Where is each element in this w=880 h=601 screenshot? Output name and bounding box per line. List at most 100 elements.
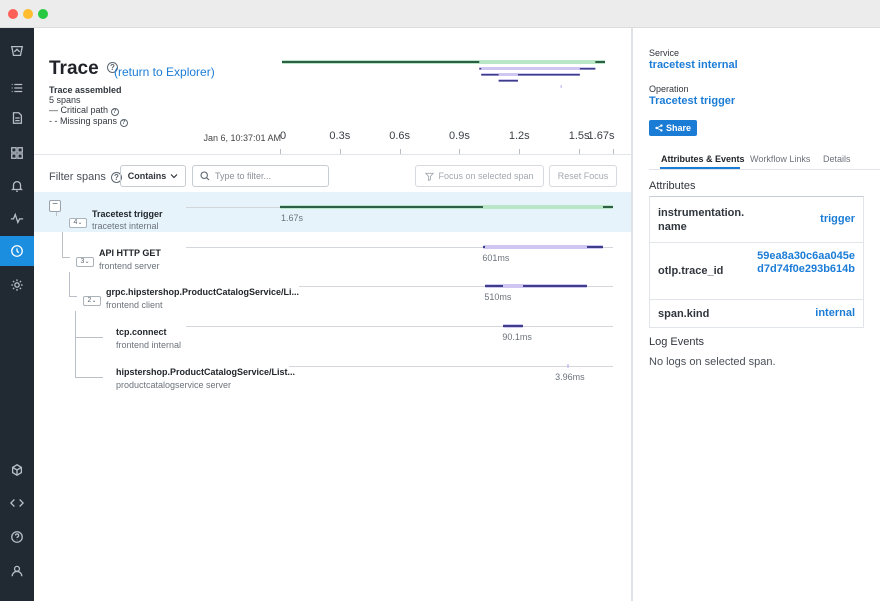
sidebar-item-alerts[interactable]: [0, 171, 34, 201]
sidebar-item-list[interactable]: [0, 73, 34, 103]
span-duration: 1.67s: [281, 213, 304, 223]
filter-search-box[interactable]: [192, 165, 329, 187]
minimap-critical-segment: [479, 68, 482, 70]
tree-guide: [56, 212, 57, 216]
focus-selected-span-button[interactable]: Focus on selected span: [415, 165, 544, 187]
child-count: 4: [73, 219, 78, 226]
sidebar-item-help[interactable]: [0, 522, 34, 552]
attributes-title: Attributes: [649, 180, 696, 192]
trace-meta: Trace assembled 5 spans — Critical path …: [49, 85, 128, 127]
attribute-row[interactable]: otlp.trace_id 59ea8a30c6aa045ed7d74f0e29…: [650, 243, 863, 300]
share-label: Share: [665, 123, 691, 133]
missing-spans-legend: - - Missing spans ?: [49, 116, 128, 127]
time-tick-label: 0.9s: [449, 130, 470, 142]
active-tab-indicator: [660, 167, 740, 169]
child-count: 2: [87, 297, 92, 304]
time-tick-label: 1.67s: [587, 130, 615, 142]
minimize-window-button[interactable]: [23, 9, 33, 19]
tree-guide: [62, 257, 70, 258]
attribute-key: instrumentation. name: [658, 207, 745, 233]
panel-resizer[interactable]: [631, 28, 633, 601]
sidebar-item-packages[interactable]: [0, 455, 34, 485]
minimap-critical-segment: [481, 74, 499, 76]
attribute-value: internal: [815, 307, 855, 319]
span-service: frontend client: [106, 300, 163, 310]
time-tick-label: 0: [279, 130, 287, 142]
tab-details[interactable]: Details: [823, 154, 851, 164]
time-tick-mark: [579, 149, 581, 154]
sidebar-item-dashboards[interactable]: [0, 138, 34, 168]
span-row-line: [186, 326, 613, 327]
trace-panel: Trace ? (return to Explorer) Trace assem…: [34, 28, 631, 601]
span-duration: 510ms: [484, 292, 512, 302]
span-service: tracetest internal: [92, 221, 159, 231]
share-button[interactable]: Share: [649, 120, 697, 136]
attribute-key: span.kind: [658, 308, 710, 320]
cube-icon: [11, 463, 23, 477]
filter-spans-input[interactable]: [215, 171, 315, 181]
tree-guide: [75, 311, 76, 378]
operation-label: Operation: [649, 84, 689, 94]
filter-label-text: Filter spans: [49, 171, 106, 183]
child-count: 3: [80, 258, 85, 265]
child-count-toggle[interactable]: 4⌄: [69, 218, 87, 228]
sidebar-item-profile[interactable]: [0, 556, 34, 586]
span-name: Tracetest trigger: [92, 209, 163, 219]
sidebar-item-settings[interactable]: [0, 270, 34, 300]
return-link-text[interactable]: (return to Explorer): [114, 65, 215, 79]
filter-icon: [425, 172, 435, 181]
operation-value[interactable]: Tracetest trigger: [649, 95, 736, 107]
collapse-all-button[interactable]: −: [49, 200, 61, 212]
attribute-value: trigger: [820, 213, 855, 225]
help-icon: [11, 531, 23, 543]
tab-workflow-links[interactable]: Workflow Links: [750, 154, 811, 164]
focus-button-label: Focus on selected span: [438, 171, 534, 181]
attribute-row[interactable]: span.kind internal: [650, 300, 863, 327]
span-duration: 3.96ms: [555, 372, 585, 382]
log-events-title: Log Events: [649, 336, 705, 348]
critical-path-segment: [503, 325, 524, 327]
attribute-value: 59ea8a30c6aa045ed7d74f0e293b614b: [757, 250, 855, 275]
trace-minimap[interactable]: [281, 56, 607, 116]
attribute-row[interactable]: instrumentation. name trigger: [650, 197, 863, 243]
help-icon[interactable]: ?: [119, 119, 128, 127]
sidebar-item-monitoring[interactable]: [0, 203, 34, 233]
trace-title-text: Trace: [49, 58, 99, 79]
log-events-empty: No logs on selected span.: [649, 356, 776, 368]
span-name: tcp.connect: [116, 327, 167, 337]
sidebar-item-documents[interactable]: [0, 103, 34, 133]
tab-attributes-events[interactable]: Attributes & Events: [661, 154, 745, 164]
time-scale: Jan 6, 10:37:01 AM 0 0.3s 0.6s 0.9s 1.2s 1.5s…: [34, 130, 631, 155]
critical-path-segment: [280, 206, 484, 208]
time-tick-mark: [519, 149, 521, 154]
chevron-down-icon: [170, 174, 178, 179]
logo-icon[interactable]: [0, 36, 34, 66]
child-count-toggle[interactable]: 3⌄: [76, 257, 94, 267]
span-row[interactable]: [34, 192, 631, 232]
grid-icon: [11, 147, 23, 159]
close-window-button[interactable]: [8, 9, 18, 19]
sidebar-item-code[interactable]: [0, 488, 34, 518]
help-icon[interactable]: ?: [106, 62, 118, 73]
time-tick-label: 0.3s: [329, 130, 351, 142]
help-icon[interactable]: ?: [110, 108, 119, 116]
sidebar-item-tracing[interactable]: [0, 236, 34, 266]
list-icon: [11, 83, 23, 93]
minimap-critical-segment: [579, 68, 596, 70]
user-icon: [11, 565, 23, 577]
return-to-explorer-link[interactable]: (return to Explorer): [114, 65, 215, 79]
reset-focus-button[interactable]: Reset Focus: [549, 165, 617, 187]
time-tick-mark: [399, 149, 401, 154]
filter-mode-select[interactable]: Contains: [120, 165, 186, 187]
child-count-toggle[interactable]: 2⌄: [83, 296, 101, 306]
search-icon: [200, 171, 210, 181]
tree-guide: [75, 337, 103, 338]
time-tick-mark: [339, 149, 341, 154]
time-tick-label: 0.6s: [389, 130, 411, 142]
span-service: frontend server: [99, 261, 160, 271]
help-icon[interactable]: ?: [110, 172, 122, 183]
maximize-window-button[interactable]: [38, 9, 48, 19]
service-value[interactable]: tracetest internal: [649, 59, 738, 71]
span-duration: 90.1ms: [502, 332, 532, 342]
attributes-table: instrumentation. name trigger otlp.trace…: [649, 196, 864, 328]
